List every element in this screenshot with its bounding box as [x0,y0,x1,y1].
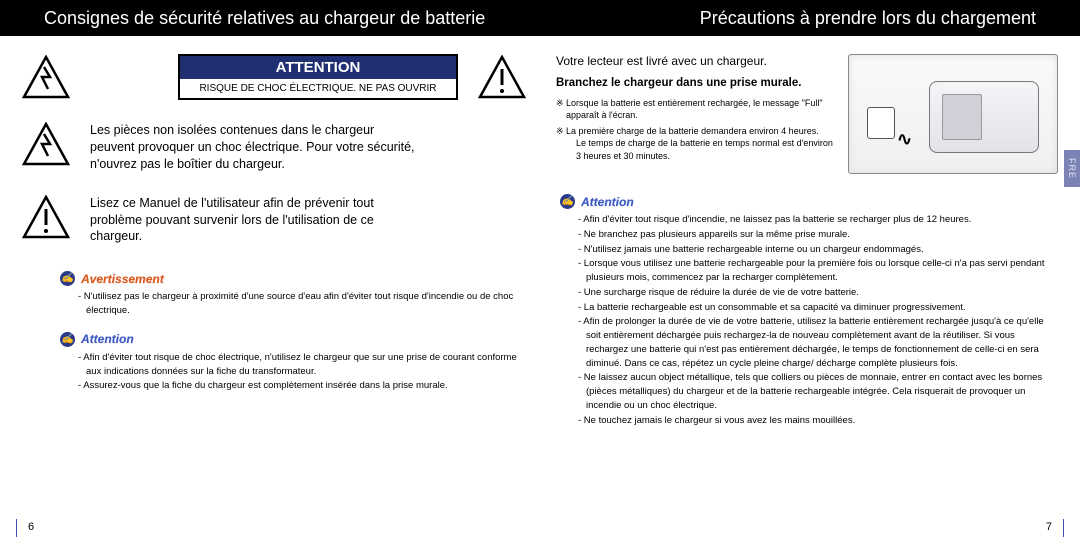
attention-right-section: ✍ Attention - Afin d'éviter tout risque … [556,194,1058,427]
page-number-right: 7 [1046,521,1052,533]
exclaim-triangle-icon [478,55,526,99]
right-column: Votre lecteur est livré avec un chargeur… [556,54,1058,428]
attention-right-item: - Ne branchez pas plusieurs appareils su… [578,228,1058,242]
attention-right-item: - La batterie rechargeable est un consom… [578,301,1058,315]
attention-right-item: - N'utilisez jamais une batterie recharg… [578,243,1058,257]
warn-badge-icon: ✍ [60,332,75,347]
attention-right-title: Attention [581,195,634,209]
attention-left-title: Attention [81,332,134,346]
step-title: Branchez le chargeur dans une prise mura… [556,76,834,91]
note-list: Lorsque la batterie est entièrement rech… [556,97,834,162]
page-divider-right [1063,519,1064,537]
bolt-triangle-icon [22,55,70,99]
attention-right-list: - Afin d'éviter tout risque d'incendie, … [560,213,1058,427]
left-column: ATTENTION RISQUE DE CHOC ÉLECTRIQUE. NE … [22,54,526,428]
attention-left-section: ✍ Attention - Afin d'éviter tout risque … [22,332,526,393]
attention-box-title: ATTENTION [180,56,456,79]
manual-warning-text: Lisez ce Manuel de l'utilisateur afin de… [90,195,420,246]
language-tab: FRE [1064,150,1080,187]
page-divider-left [16,519,17,537]
attention-box-subtitle: RISQUE DE CHOC ÉLECTRIQUE. NE PAS OUVRIR [180,79,456,98]
header-bar: Consignes de sécurité relatives au charg… [0,0,1080,36]
avertissement-section: ✍ Avertissement - N'utilisez pas le char… [22,271,526,318]
content-area: ATTENTION RISQUE DE CHOC ÉLECTRIQUE. NE … [0,36,1080,434]
attention-box: ATTENTION RISQUE DE CHOC ÉLECTRIQUE. NE … [178,54,458,100]
exclaim-triangle-icon [22,195,70,239]
attention-right-item: - Ne touchez jamais le chargeur si vous … [578,414,1058,428]
attention-right-item: - Lorsque vous utilisez une batterie rec… [578,257,1058,285]
warn-badge-icon: ✍ [60,271,75,286]
shock-warning-text: Les pièces non isolées contenues dans le… [90,122,420,173]
attention-right-item: - Afin d'éviter tout risque d'incendie, … [578,213,1058,227]
note-item: La première charge de la batterie demand… [556,125,834,161]
attention-left-item: - Afin d'éviter tout risque de choc élec… [78,351,526,379]
charger-illustration: ∿ [848,54,1058,174]
attention-right-item: - Afin de prolonger la durée de vie de v… [578,315,1058,370]
page-number-left: 6 [28,521,34,533]
intro-line: Votre lecteur est livré avec un chargeur… [556,54,834,68]
avertissement-title: Avertissement [81,272,164,286]
attention-left-item: - Assurez-vous que la fiche du chargeur … [78,379,526,393]
attention-right-item: - Ne laissez aucun object métallique, te… [578,371,1058,412]
header-right-title: Précautions à prendre lors du chargement [528,0,1080,36]
avertissement-list: - N'utilisez pas le chargeur à proximité… [60,290,526,318]
attention-left-list: - Afin d'éviter tout risque de choc élec… [60,351,526,393]
avertissement-item: - N'utilisez pas le chargeur à proximité… [78,290,526,318]
warn-badge-icon: ✍ [560,194,575,209]
bolt-triangle-icon [22,122,70,166]
attention-right-item: - Une surcharge risque de réduire la dur… [578,286,1058,300]
header-left-title: Consignes de sécurité relatives au charg… [0,0,528,36]
note-item: Lorsque la batterie est entièrement rech… [556,97,834,121]
